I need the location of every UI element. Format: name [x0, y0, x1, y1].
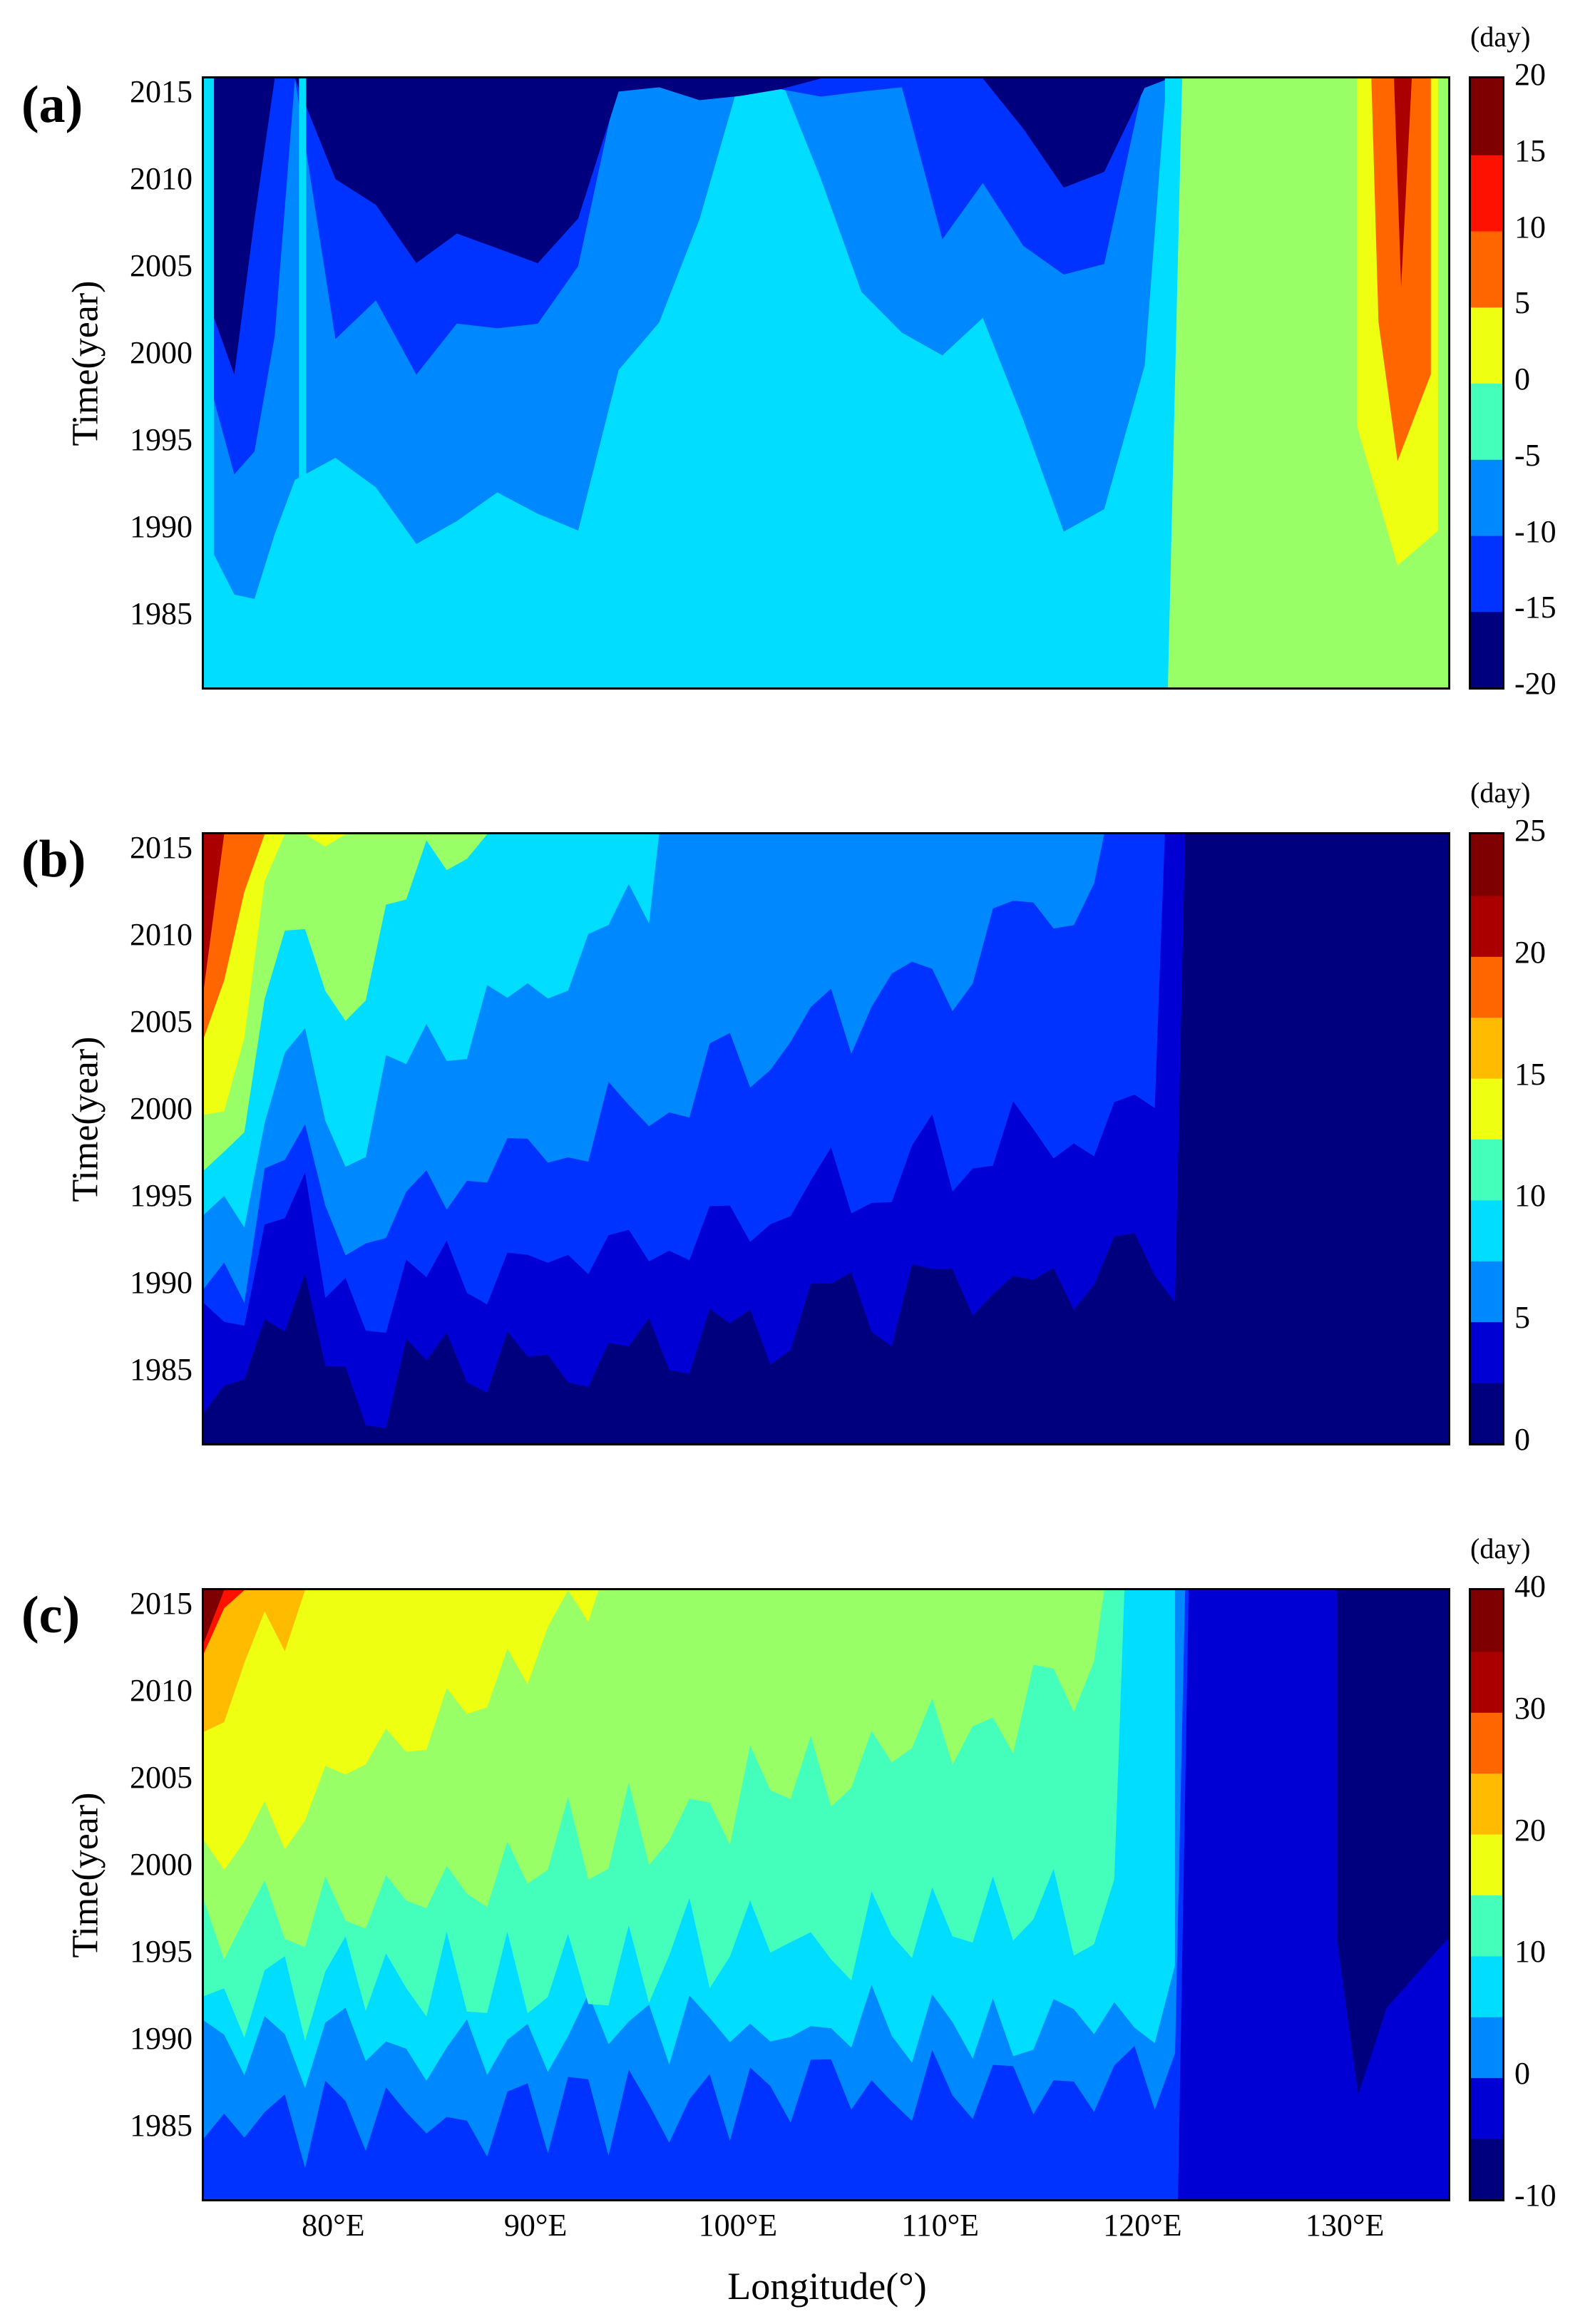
- colorbar-segment: [1471, 230, 1502, 308]
- y-tick-label: 2000: [130, 1091, 193, 1127]
- y-tick-label: 1995: [130, 1178, 193, 1214]
- y-tick-label: 1990: [130, 509, 193, 545]
- x-tick-label: 100°E: [698, 2208, 778, 2243]
- y-tick-label: 2015: [130, 74, 193, 110]
- colorbar: [1469, 76, 1504, 690]
- y-tick-label: 1985: [130, 1352, 193, 1388]
- y-tick-label: 1990: [130, 2021, 193, 2057]
- colorbar-segment: [1471, 78, 1502, 155]
- colorbar-tick-label: 0: [1514, 362, 1530, 396]
- colorbar-segment: [1471, 1017, 1502, 1079]
- panel-label: (c): [21, 1586, 81, 1644]
- x-tick-label: 120°E: [1103, 2208, 1182, 2243]
- colorbar-tick-label: 15: [1514, 133, 1546, 168]
- colorbar-tick-label: 40: [1514, 1569, 1546, 1604]
- contour-band: [1394, 78, 1412, 287]
- colorbar: [1469, 1588, 1504, 2201]
- y-tick-label: 2015: [130, 830, 193, 866]
- colorbar-tick-label: -15: [1514, 590, 1556, 625]
- y-tick-label: 2000: [130, 1847, 193, 1883]
- heatmap-plot: [202, 76, 1450, 690]
- colorbar-segment: [1471, 1895, 1502, 1957]
- panel-label: (b): [21, 830, 86, 889]
- colorbar-tick-label: -5: [1514, 437, 1541, 473]
- heatmap-plot: [202, 1588, 1450, 2201]
- colorbar-segment: [1471, 459, 1502, 536]
- colorbar-tick-label: 10: [1514, 1178, 1546, 1214]
- colorbar-tick-label: 0: [1514, 2056, 1530, 2092]
- colorbar-segment: [1471, 1077, 1502, 1140]
- y-tick-label: 1985: [130, 596, 193, 632]
- y-tick-label: 1995: [130, 1934, 193, 1970]
- contour-band: [204, 1590, 599, 1870]
- y-tick-label: 2010: [130, 917, 193, 953]
- y-tick-label: 1995: [130, 422, 193, 458]
- colorbar-segment: [1471, 611, 1502, 687]
- colorbar-unit: (day): [1470, 1532, 1531, 1565]
- x-tick-label: 90°E: [503, 2208, 568, 2243]
- colorbar-tick-label: 10: [1514, 1934, 1546, 1970]
- colorbar-segment: [1471, 1382, 1502, 1443]
- panel-label: (a): [21, 76, 83, 134]
- contour-band: [204, 1590, 558, 1732]
- colorbar-segment: [1471, 1139, 1502, 1201]
- y-tick-label: 1990: [130, 1265, 193, 1301]
- colorbar-segment: [1471, 1711, 1502, 1774]
- colorbar-segment: [1471, 1773, 1502, 1835]
- colorbar-segment: [1471, 1590, 1502, 1652]
- y-tick-label: 2010: [130, 1673, 193, 1709]
- x-tick-label: 110°E: [901, 2208, 980, 2243]
- colorbar-tick-label: 20: [1514, 934, 1546, 970]
- colorbar-segment: [1471, 1321, 1502, 1383]
- colorbar-segment: [1471, 834, 1502, 896]
- x-axis-label: Longitude(°): [727, 2265, 927, 2308]
- colorbar-segment: [1471, 956, 1502, 1018]
- colorbar-tick-label: 10: [1514, 209, 1546, 245]
- colorbar-tick-label: 25: [1514, 813, 1546, 848]
- colorbar-tick-label: 20: [1514, 1812, 1546, 1848]
- y-tick-label: 2010: [130, 161, 193, 197]
- contour-band: [204, 1590, 255, 1643]
- colorbar-segment: [1471, 1833, 1502, 1895]
- colorbar-tick-label: -10: [1514, 513, 1556, 549]
- y-tick-label: 2005: [130, 248, 193, 284]
- colorbar-tick-label: 20: [1514, 57, 1546, 92]
- colorbar-segment: [1471, 307, 1502, 384]
- contour-band: [204, 834, 356, 988]
- y-tick-label: 2015: [130, 1586, 193, 1622]
- y-tick-label: 2005: [130, 1760, 193, 1796]
- colorbar-unit: (day): [1470, 21, 1531, 53]
- colorbar-tick-label: -20: [1514, 666, 1556, 701]
- contour-band: [204, 834, 578, 1171]
- contour-band: [214, 78, 1165, 375]
- colorbar-segment: [1471, 2138, 1502, 2199]
- colorbar-tick-label: 30: [1514, 1690, 1546, 1726]
- contour-band: [1336, 1590, 1448, 2095]
- colorbar-segment: [1471, 535, 1502, 613]
- colorbar-segment: [1471, 2077, 1502, 2139]
- y-tick-label: 1985: [130, 2108, 193, 2144]
- colorbar-segment: [1471, 154, 1502, 232]
- colorbar-tick-label: 5: [1514, 285, 1530, 321]
- colorbar: [1469, 832, 1504, 1445]
- colorbar-unit: (day): [1470, 777, 1531, 809]
- heatmap-plot: [202, 832, 1450, 1445]
- colorbar-segment: [1471, 1651, 1502, 1713]
- colorbar-segment: [1471, 1955, 1502, 2017]
- colorbar-segment: [1471, 383, 1502, 460]
- colorbar-tick-label: 5: [1514, 1300, 1530, 1336]
- x-tick-label: 130°E: [1305, 2208, 1385, 2243]
- colorbar-segment: [1471, 2016, 1502, 2079]
- y-tick-label: 2005: [130, 1004, 193, 1040]
- x-tick-label: 80°E: [302, 2208, 365, 2243]
- colorbar-tick-label: 0: [1514, 1422, 1530, 1457]
- colorbar-segment: [1471, 1260, 1502, 1323]
- contour-band: [299, 78, 307, 687]
- colorbar-tick-label: 15: [1514, 1056, 1546, 1092]
- colorbar-segment: [1471, 1199, 1502, 1261]
- colorbar-tick-label: -10: [1514, 2178, 1556, 2213]
- y-tick-label: 2000: [130, 335, 193, 371]
- colorbar-segment: [1471, 895, 1502, 957]
